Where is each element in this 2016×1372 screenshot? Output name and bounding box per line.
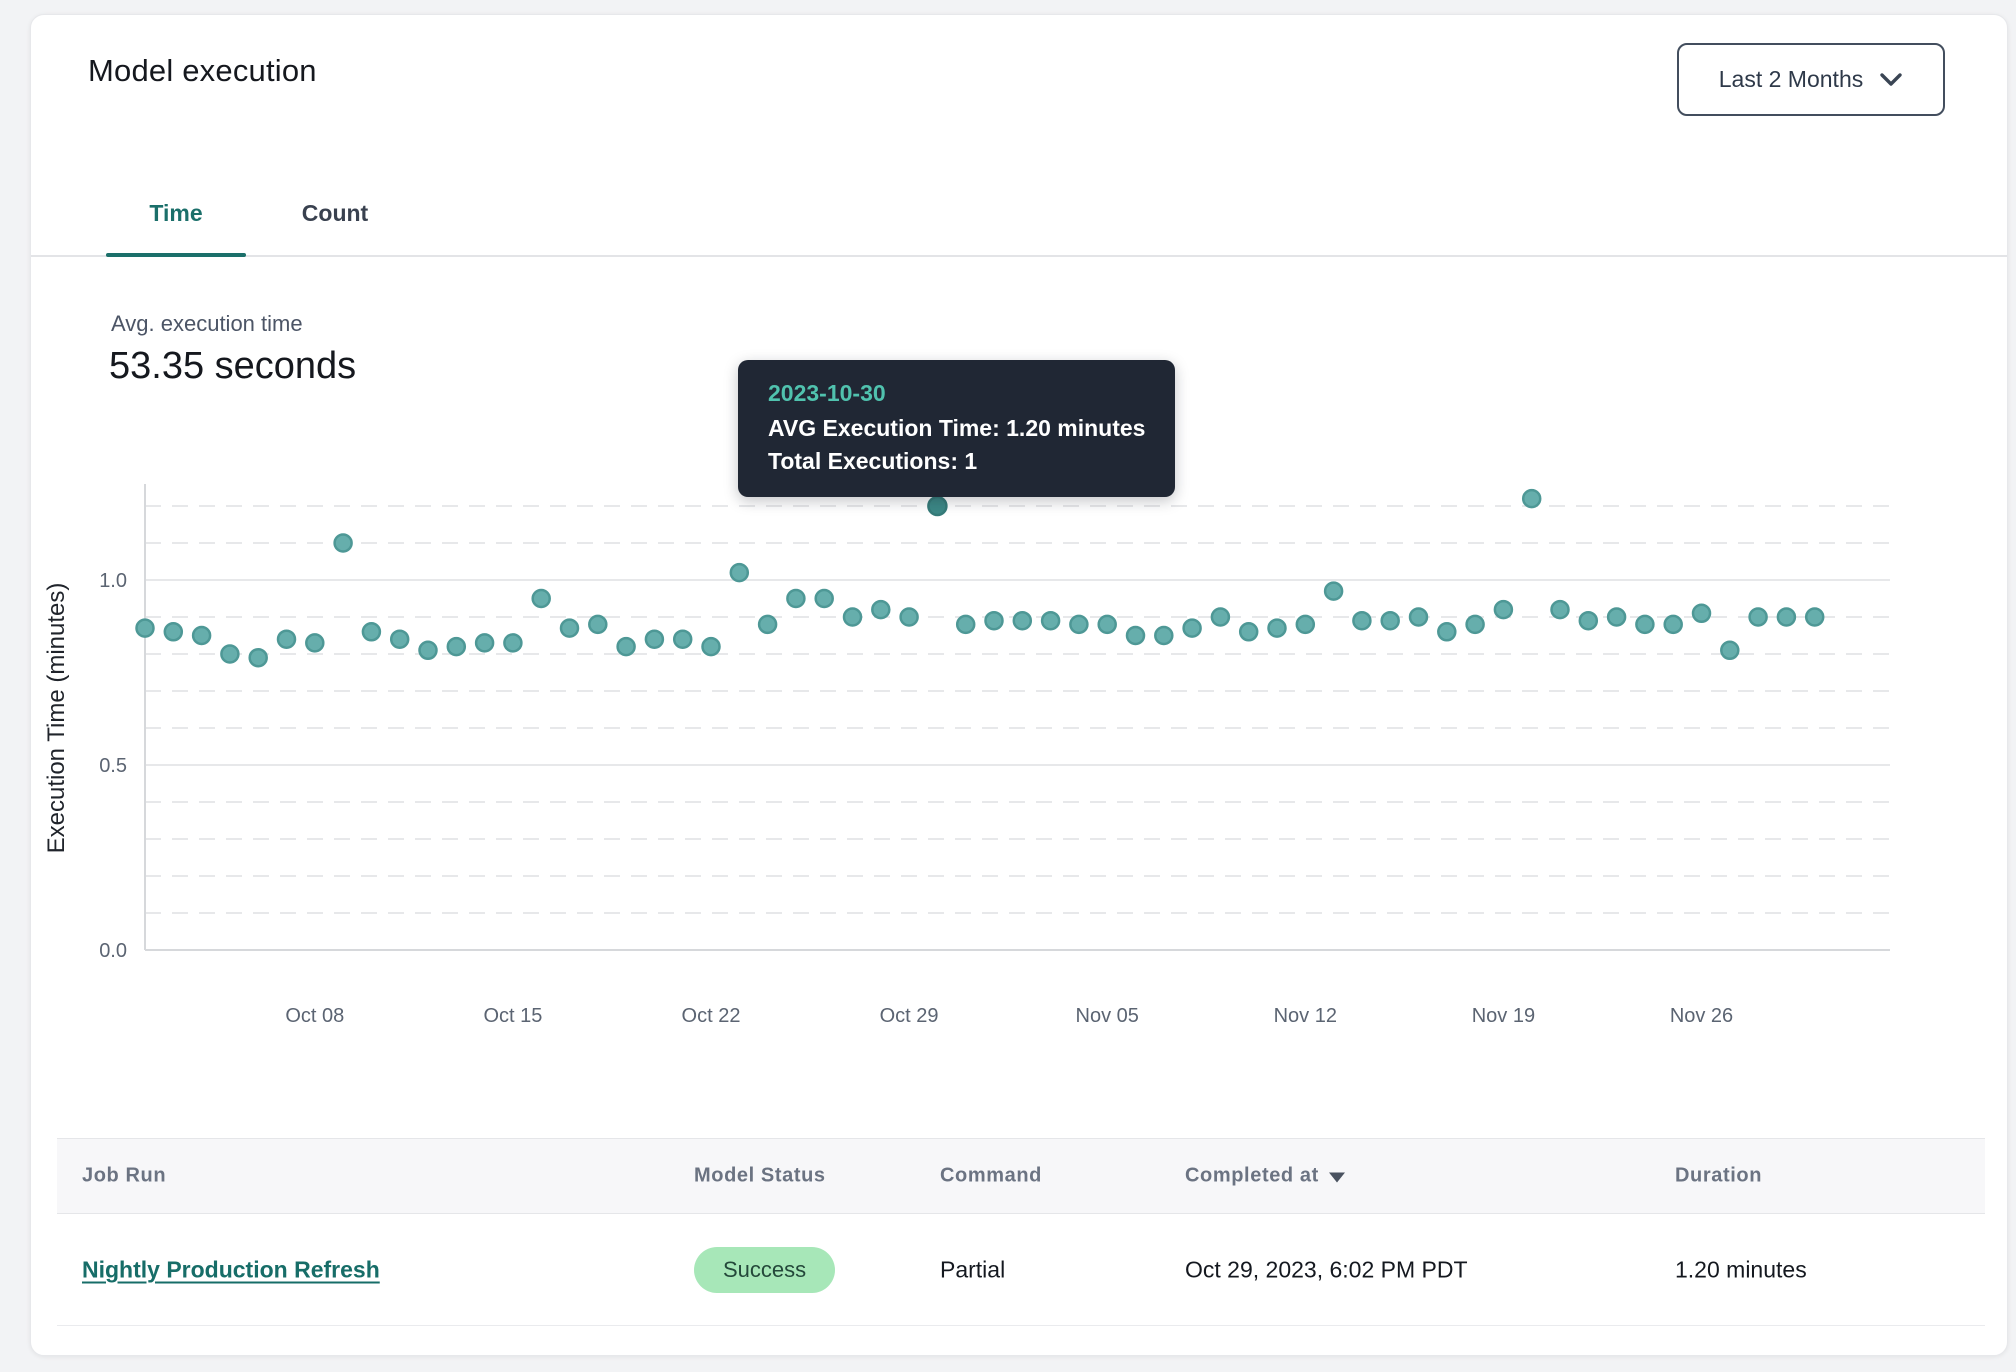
svg-text:Execution Time (minutes): Execution Time (minutes) <box>43 583 70 854</box>
svg-text:Oct 08: Oct 08 <box>285 1005 344 1027</box>
svg-text:0.0: 0.0 <box>99 940 127 962</box>
svg-text:1.0: 1.0 <box>99 570 127 592</box>
tab-time-label: Time <box>149 199 203 226</box>
avg-execution-time-value: 53.35 seconds <box>109 345 357 387</box>
table-row: Nightly Production Refresh Success Parti… <box>57 1214 1985 1326</box>
header-completed-at[interactable]: Completed at <box>1185 1165 1345 1188</box>
tooltip-date: 2023-10-30 <box>768 380 886 406</box>
svg-text:Oct 29: Oct 29 <box>880 1005 939 1027</box>
tab-count-label: Count <box>301 199 369 226</box>
chart-area: 0.0 0.5 1.0 Oct 08 Oct 15 Oct 22 Oct 29 Nov 05 N… <box>0 430 2016 1080</box>
svg-text:Nov 26: Nov 26 <box>1670 1005 1733 1027</box>
completed-at-value: Oct 29, 2023, 6:02 PM PDT <box>1185 1256 1468 1282</box>
chevron-down-icon <box>1880 73 1902 86</box>
header-duration: Duration <box>1675 1164 1763 1187</box>
svg-text:Nov 19: Nov 19 <box>1472 1005 1535 1027</box>
header-job-run: Job Run <box>82 1164 167 1187</box>
sort-desc-icon <box>1328 1172 1345 1182</box>
svg-text:0.5: 0.5 <box>99 755 127 777</box>
job-runs-table: Job Run Model Status Command Completed a… <box>57 1138 1985 1326</box>
table-header-row: Job Run Model Status Command Completed a… <box>57 1138 1985 1214</box>
svg-text:Nov 12: Nov 12 <box>1274 1005 1337 1027</box>
header-model-status: Model Status <box>694 1164 826 1187</box>
page-title: Model execution <box>88 53 317 88</box>
job-run-link[interactable]: Nightly Production Refresh <box>82 1256 380 1282</box>
date-range-dropdown[interactable]: Last 2 Months <box>1677 43 1945 116</box>
status-badge: Success <box>694 1246 836 1293</box>
tab-time[interactable]: Time <box>106 171 246 257</box>
command-value: Partial <box>940 1256 1006 1282</box>
tab-bar: Time Count <box>31 171 2007 257</box>
tab-count[interactable]: Count <box>246 171 424 255</box>
svg-text:Oct 22: Oct 22 <box>682 1005 741 1027</box>
avg-execution-time-label: Avg. execution time <box>111 311 303 336</box>
chart-tooltip: 2023-10-30 AVG Execution Time: 1.20 minu… <box>738 360 1176 497</box>
header-command: Command <box>940 1164 1042 1187</box>
duration-value: 1.20 minutes <box>1675 1256 1807 1282</box>
model-execution-card: Model execution Last 2 Months Time Count… <box>30 14 2008 1356</box>
tooltip-avg-line: AVG Execution Time: 1.20 minutes <box>768 415 1146 441</box>
svg-text:Nov 05: Nov 05 <box>1076 1005 1139 1027</box>
svg-text:Oct 15: Oct 15 <box>483 1005 542 1027</box>
tooltip-total-line: Total Executions: 1 <box>768 448 978 474</box>
execution-time-chart[interactable]: 0.0 0.5 1.0 Oct 08 Oct 15 Oct 22 Oct 29 Nov 05 N… <box>0 430 2016 1080</box>
date-range-value: Last 2 Months <box>1718 66 1864 92</box>
